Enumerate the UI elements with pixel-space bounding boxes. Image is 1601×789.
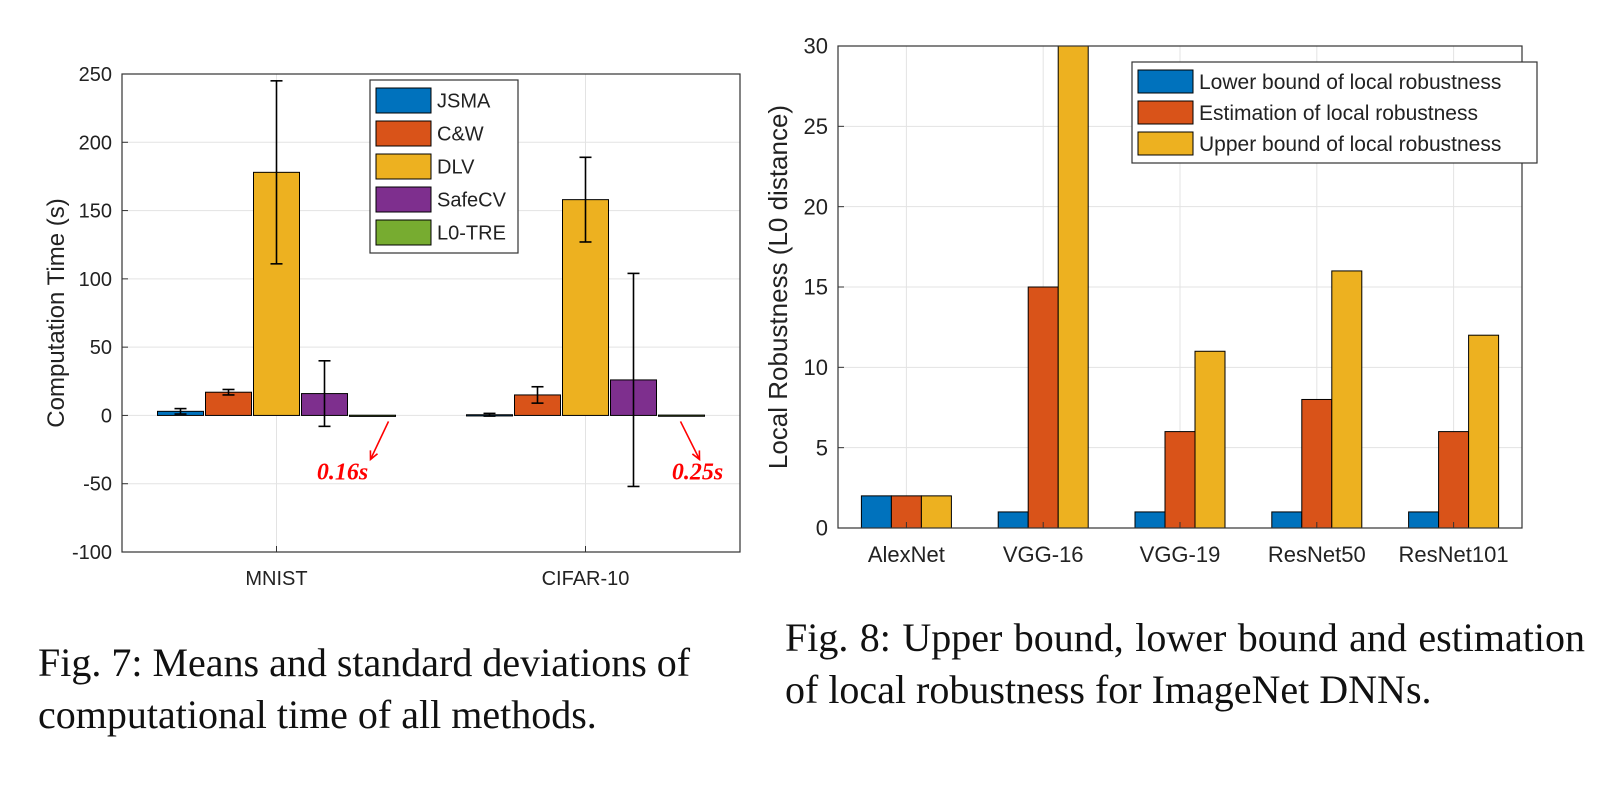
bar-l0-tre-cifar-10 bbox=[658, 414, 705, 417]
y-tick-label: 5 bbox=[816, 435, 828, 460]
bar-lower-bound-of-local-robustness-vgg-16 bbox=[997, 511, 1029, 529]
bar-lower-bound-of-local-robustness-resnet101 bbox=[1408, 511, 1440, 529]
legend-frame bbox=[1131, 61, 1538, 164]
x-tick-label-mnist: MNIST bbox=[245, 568, 307, 590]
bar-upper-bound-of-local-robustness-alexnet bbox=[920, 495, 952, 529]
plot-area-frame bbox=[837, 45, 1523, 529]
x-tick-label-alexnet: AlexNet bbox=[868, 542, 945, 567]
legend-label-safecv: SafeCV bbox=[437, 190, 507, 212]
fig7-caption: Fig. 7: Means and standard deviations of… bbox=[38, 640, 691, 737]
y-axis-label: Computation Time (s) bbox=[43, 198, 70, 427]
legend-swatch-jsma bbox=[375, 87, 432, 114]
annotation-label: 0.25s bbox=[672, 459, 723, 485]
x-tick-label-resnet101: ResNet101 bbox=[1399, 542, 1509, 567]
legend-swatch-c-w bbox=[375, 120, 432, 147]
y-tick-label: 0 bbox=[816, 516, 828, 541]
charts-canvas: MNIST CIFAR-10-100-50050100150200250Compu… bbox=[43, 34, 1538, 590]
legend-swatch-safecv bbox=[375, 186, 432, 213]
legend-label-c-w: C&W bbox=[437, 124, 484, 146]
y-tick-label: -50 bbox=[83, 474, 112, 496]
bar-estimation-of-local-robustness-resnet101 bbox=[1438, 431, 1470, 529]
fig8-chart: AlexNet VGG-16 VGG-19 ResNet50 ResNet101 0 5 10… bbox=[763, 34, 1538, 567]
annotation-arrowhead bbox=[369, 450, 379, 462]
legend-swatch-upper-bound-of-local-robustness bbox=[1137, 131, 1194, 156]
y-tick-label: 150 bbox=[79, 201, 112, 223]
x-tick-label-cifar-10: CIFAR-10 bbox=[542, 568, 630, 590]
x-tick-label-vgg-16: VGG-16 bbox=[1003, 542, 1084, 567]
y-tick-label: 50 bbox=[90, 337, 112, 359]
bar-lower-bound-of-local-robustness-alexnet bbox=[860, 495, 892, 529]
y-axis-label: Local Robustness (L0 distance) bbox=[763, 105, 793, 469]
plot-area-frame bbox=[121, 73, 741, 553]
bar-l0-tre-mnist bbox=[349, 414, 396, 417]
y-tick-label: 20 bbox=[804, 194, 828, 219]
bar-lower-bound-of-local-robustness-resnet50 bbox=[1271, 511, 1303, 529]
y-tick-label: 0 bbox=[101, 405, 112, 427]
y-tick-label: -100 bbox=[72, 542, 112, 564]
annotation-label: 0.16s bbox=[317, 459, 368, 485]
bar-upper-bound-of-local-robustness-vgg-19 bbox=[1194, 350, 1226, 529]
legend-label-jsma: JSMA bbox=[437, 91, 491, 113]
annotation-arrow bbox=[369, 421, 390, 460]
legend-swatch-estimation-of-local-robustness bbox=[1137, 100, 1194, 125]
legend-label-upper-bound-of-local-robustness: Upper bound of local robustness bbox=[1199, 133, 1501, 156]
bar-upper-bound-of-local-robustness-resnet50 bbox=[1331, 270, 1363, 529]
legend-label-l0-tre: L0-TRE bbox=[437, 223, 506, 245]
bar-upper-bound-of-local-robustness-resnet101 bbox=[1468, 334, 1500, 529]
y-tick-label: 15 bbox=[804, 275, 828, 300]
legend: JSMA C&W DLV SafeCV L0-TRE bbox=[369, 79, 519, 254]
bar-lower-bound-of-local-robustness-vgg-19 bbox=[1134, 511, 1166, 529]
bar-estimation-of-local-robustness-resnet50 bbox=[1301, 398, 1333, 529]
legend-label-estimation-of-local-robustness: Estimation of local robustness bbox=[1199, 102, 1478, 125]
legend-label-lower-bound-of-local-robustness: Lower bound of local robustness bbox=[1199, 71, 1501, 94]
x-tick-label-vgg-19: VGG-19 bbox=[1140, 542, 1221, 567]
legend-swatch-l0-tre bbox=[375, 219, 432, 246]
bar-estimation-of-local-robustness-vgg-19 bbox=[1164, 431, 1196, 529]
annotation-arrow bbox=[679, 421, 701, 460]
legend-swatch-dlv bbox=[375, 153, 432, 180]
fig8-caption: Fig. 8: Upper bound, lower bound and est… bbox=[785, 615, 1585, 712]
y-tick-label: 30 bbox=[804, 34, 828, 59]
x-tick-label-resnet50: ResNet50 bbox=[1268, 542, 1366, 567]
y-tick-label: 200 bbox=[79, 132, 112, 154]
y-tick-label: 100 bbox=[79, 269, 112, 291]
legend-label-dlv: DLV bbox=[437, 157, 475, 179]
y-tick-label: 250 bbox=[79, 64, 112, 86]
legend-swatch-lower-bound-of-local-robustness bbox=[1137, 69, 1194, 94]
legend: Lower bound of local robustness Estimatio… bbox=[1131, 61, 1538, 164]
bar-upper-bound-of-local-robustness-vgg-16 bbox=[1057, 45, 1089, 529]
annotation-arrowhead bbox=[691, 450, 701, 462]
y-tick-label: 25 bbox=[804, 114, 828, 139]
bar-estimation-of-local-robustness-vgg-16 bbox=[1027, 286, 1059, 529]
fig7-chart: MNIST CIFAR-10 -100 -50 0 50 100 150 200 250 Compu… bbox=[43, 64, 741, 590]
y-tick-label: 10 bbox=[804, 355, 828, 380]
